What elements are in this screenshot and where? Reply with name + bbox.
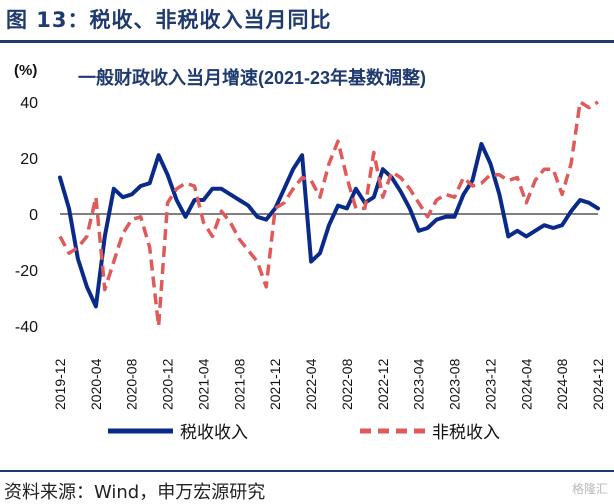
figure-title: 图 13：税收、非税收入当月同比 — [6, 8, 332, 32]
source-note: 资料来源：Wind，申万宏源研究 — [4, 482, 266, 503]
y-axis: -40 -20 0 20 40 — [15, 95, 38, 336]
series-group — [58, 100, 600, 328]
y-tick-label: 20 — [20, 151, 38, 168]
watermark: 格隆汇 — [571, 482, 608, 496]
x-tick-label: 2021-04 — [195, 358, 211, 410]
y-tick-label: 0 — [29, 207, 38, 224]
x-tick-label: 2023-12 — [482, 358, 498, 410]
x-tick-label: 2022-12 — [375, 358, 391, 410]
tax-legend-label: 税收收入 — [180, 423, 248, 442]
y-tick-label: 40 — [20, 95, 38, 112]
x-tick-label: 2020-04 — [88, 358, 104, 410]
x-tick-label: 2024-08 — [554, 358, 570, 410]
x-tick-label: 2023-04 — [411, 358, 427, 410]
tax-series-line — [58, 142, 600, 309]
x-tick-label: 2022-04 — [303, 358, 319, 410]
y-tick-label: -20 — [15, 263, 38, 280]
nontax-legend-label: 非税收入 — [432, 423, 500, 442]
x-tick-label: 2023-08 — [447, 358, 463, 410]
legend: 税收收入 非税收入 — [108, 423, 500, 442]
chart-title: 一般财政收入当月增速(2021-23年基数调整) — [78, 67, 426, 88]
footer-rule — [0, 470, 614, 472]
x-tick-label: 2024-12 — [590, 358, 606, 410]
nontax-series-line — [58, 100, 599, 328]
x-tick-label: 2020-08 — [124, 358, 140, 410]
x-tick-label: 2022-08 — [339, 358, 355, 410]
x-tick-label: 2021-08 — [231, 358, 247, 410]
x-tick-label: 2020-12 — [160, 358, 176, 410]
title-rule — [0, 40, 614, 43]
x-tick-label: 2019-12 — [52, 358, 68, 410]
y-tick-label: -40 — [15, 319, 38, 336]
line-chart: (%) 一般财政收入当月增速(2021-23年基数调整) -40 -20 0 20 40… — [14, 62, 606, 442]
x-tick-label: 2024-04 — [518, 358, 534, 410]
x-tick-label: 2021-12 — [267, 358, 283, 410]
x-axis: 2019-12 2020-04 2020-08 2020-12 2021-04 2021-… — [52, 213, 606, 410]
y-axis-unit-label: (%) — [14, 62, 37, 79]
